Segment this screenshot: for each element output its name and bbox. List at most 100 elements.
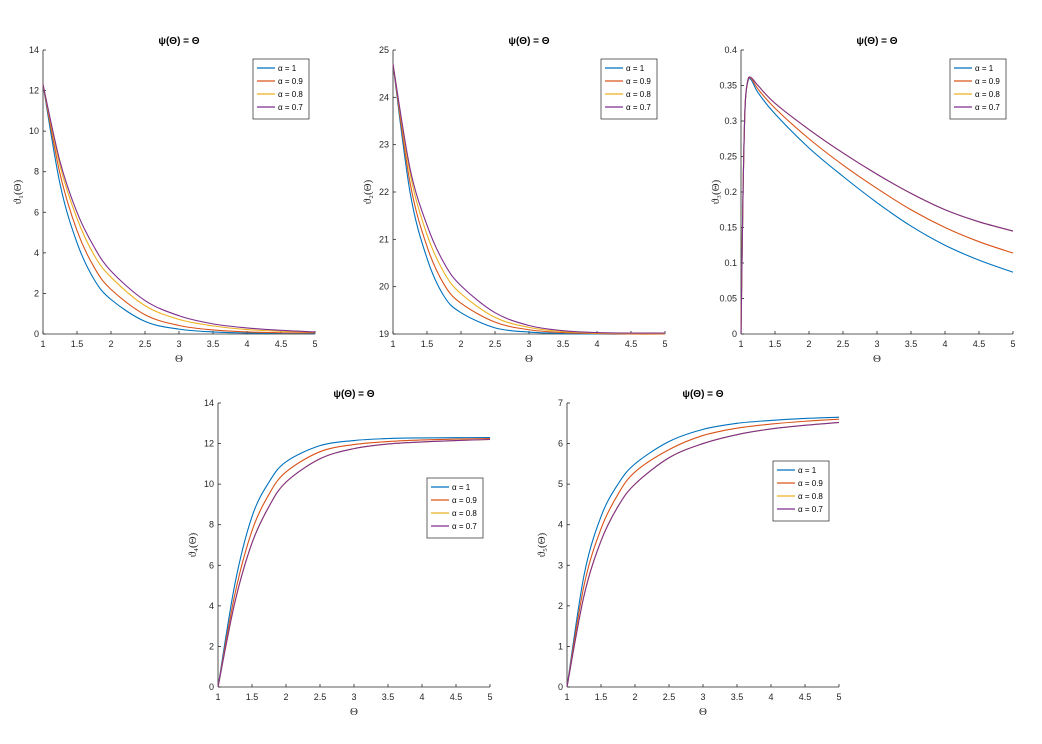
y-tick-label: 10 [204,479,214,489]
chart-panel-1: 1 1.5 2 2.5 3 3.5 4 4.5 5 0 2 4 6 8 10 12 14 ψ(Θ) = Θ Θϑ₁(… [12,36,318,365]
legend-entry-label: α = 0.8 [278,90,303,99]
y-tick-label: 23 [379,140,389,150]
x-tick-label: 5 [662,339,667,349]
series-line-4 [740,76,1014,335]
y-tick-label: 0.35 [719,81,737,91]
x-tick-label: 3 [874,339,879,349]
legend-entry-label: α = 1 [278,64,297,73]
legend-entry-label: α = 0.8 [452,509,477,518]
y-tick-label: 19 [379,329,389,339]
x-tick-label: 2 [632,692,637,702]
series-line-2 [42,84,316,334]
x-tick-label: 3.5 [557,339,570,349]
chart-panel-2: 1 1.5 2 2.5 3 3.5 4 4.5 5 19 20 21 22 23 24 25 ψ(Θ) = Θ Θ… [362,36,668,365]
y-tick-label: 20 [379,282,389,292]
x-tick-label: 3.5 [207,339,220,349]
chart-title: ψ(Θ) = Θ [508,36,549,47]
y-tick-label: 24 [379,92,389,102]
y-tick-label: 0.15 [719,223,737,233]
y-tick-label: 2 [558,601,563,611]
x-tick-label: 4.5 [275,339,288,349]
y-tick-label: 10 [29,126,39,136]
legend-entry-label: α = 0.7 [798,505,823,514]
y-tick-label: 0.25 [719,152,737,162]
x-tick-label: 1 [390,339,395,349]
legend-box [600,58,658,120]
y-tick-label: 0 [209,682,214,692]
y-tick-label: 0 [34,329,39,339]
series-line-4 [392,64,666,334]
legend-entry-label: α = 0.9 [278,77,303,86]
x-tick-label: 5 [836,692,841,702]
x-tick-label: 4 [768,692,773,702]
y-tick-label: 0.05 [719,294,737,304]
x-tick-label: 1.5 [71,339,84,349]
legend-entry-label: α = 1 [975,64,994,73]
x-tick-label: 1.5 [595,692,608,702]
x-tick-label: 2.5 [837,339,850,349]
legend-box [772,460,830,522]
x-tick-label: 4.5 [450,692,463,702]
chart-title: ψ(Θ) = Θ [856,36,897,47]
y-tick-label: 8 [209,520,214,530]
y-tick-label: 25 [379,45,389,55]
x-tick-label: 3 [351,692,356,702]
x-tick-label: 2 [283,692,288,702]
y-tick-label: 0 [732,329,737,339]
series-line-3 [217,438,491,688]
y-tick-label: 4 [209,601,214,611]
series-line-4 [42,84,316,333]
y-tick-label: 4 [558,520,563,530]
y-tick-label: 4 [34,248,39,258]
series-line-2 [217,437,491,688]
legend-box [949,58,1007,120]
x-tick-label: 1.5 [769,339,782,349]
y-tick-label: 2 [209,641,214,651]
chart-title: ψ(Θ) = Θ [682,389,723,400]
x-tick-label: 3 [700,692,705,702]
y-axis-label: ϑ₄(Θ) [187,532,199,557]
series-line-2 [566,418,840,688]
x-tick-label: 4.5 [973,339,986,349]
x-tick-label: 5 [312,339,317,349]
legend-entry-label: α = 0.7 [975,103,1000,112]
legend-entry-label: α = 0.9 [798,479,823,488]
y-axis-label: ϑ₅(Θ) [536,532,548,557]
x-tick-label: 3.5 [382,692,395,702]
x-axis-label: Θ [175,353,183,365]
y-tick-label: 6 [34,207,39,217]
x-tick-label: 2 [806,339,811,349]
y-tick-label: 0.4 [724,45,737,55]
y-tick-label: 21 [379,234,389,244]
y-axis-label: ϑ₁(Θ) [12,179,24,204]
x-axis-label: Θ [350,706,358,718]
legend-entry-label: α = 0.8 [626,90,651,99]
x-tick-label: 3.5 [905,339,918,349]
y-tick-label: 5 [558,479,563,489]
x-tick-label: 2 [458,339,463,349]
y-tick-label: 0.1 [724,258,737,268]
legend-entry-label: α = 1 [798,466,817,475]
legend-entry-label: α = 0.9 [626,77,651,86]
x-tick-label: 1 [215,692,220,702]
legend-entry-label: α = 0.9 [975,77,1000,86]
y-tick-label: 8 [34,167,39,177]
legend-box [252,58,310,120]
x-tick-label: 3 [176,339,181,349]
chart-panel-3: 1 1.5 2 2.5 3 3.5 4 4.5 5 0 0.05 0.1 0.15 0.2 0.25 0.3 0… [710,36,1016,365]
x-axis-label: Θ [525,353,533,365]
x-tick-label: 1.5 [421,339,434,349]
x-tick-label: 4 [594,339,599,349]
chart-panel-4: 1 1.5 2 2.5 3 3.5 4 4.5 5 0 2 4 6 8 10 12 14 ψ(Θ) = Θ Θϑ₄(… [187,389,493,718]
y-tick-label: 2 [34,288,39,298]
legend-entry-label: α = 0.7 [452,522,477,531]
x-tick-label: 1 [40,339,45,349]
chart-title: ψ(Θ) = Θ [158,36,199,47]
legend-entry-label: α = 0.8 [798,492,823,501]
legend-entry-label: α = 1 [626,64,645,73]
series-line-1 [217,436,491,688]
x-tick-label: 3.5 [731,692,744,702]
y-tick-label: 6 [209,560,214,570]
